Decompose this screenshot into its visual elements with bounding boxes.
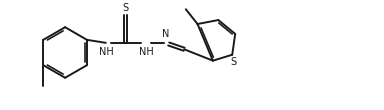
- Text: S: S: [230, 57, 236, 67]
- Text: NH: NH: [139, 47, 153, 57]
- Text: S: S: [122, 3, 129, 13]
- Text: N: N: [162, 29, 169, 39]
- Text: NH: NH: [99, 47, 114, 57]
